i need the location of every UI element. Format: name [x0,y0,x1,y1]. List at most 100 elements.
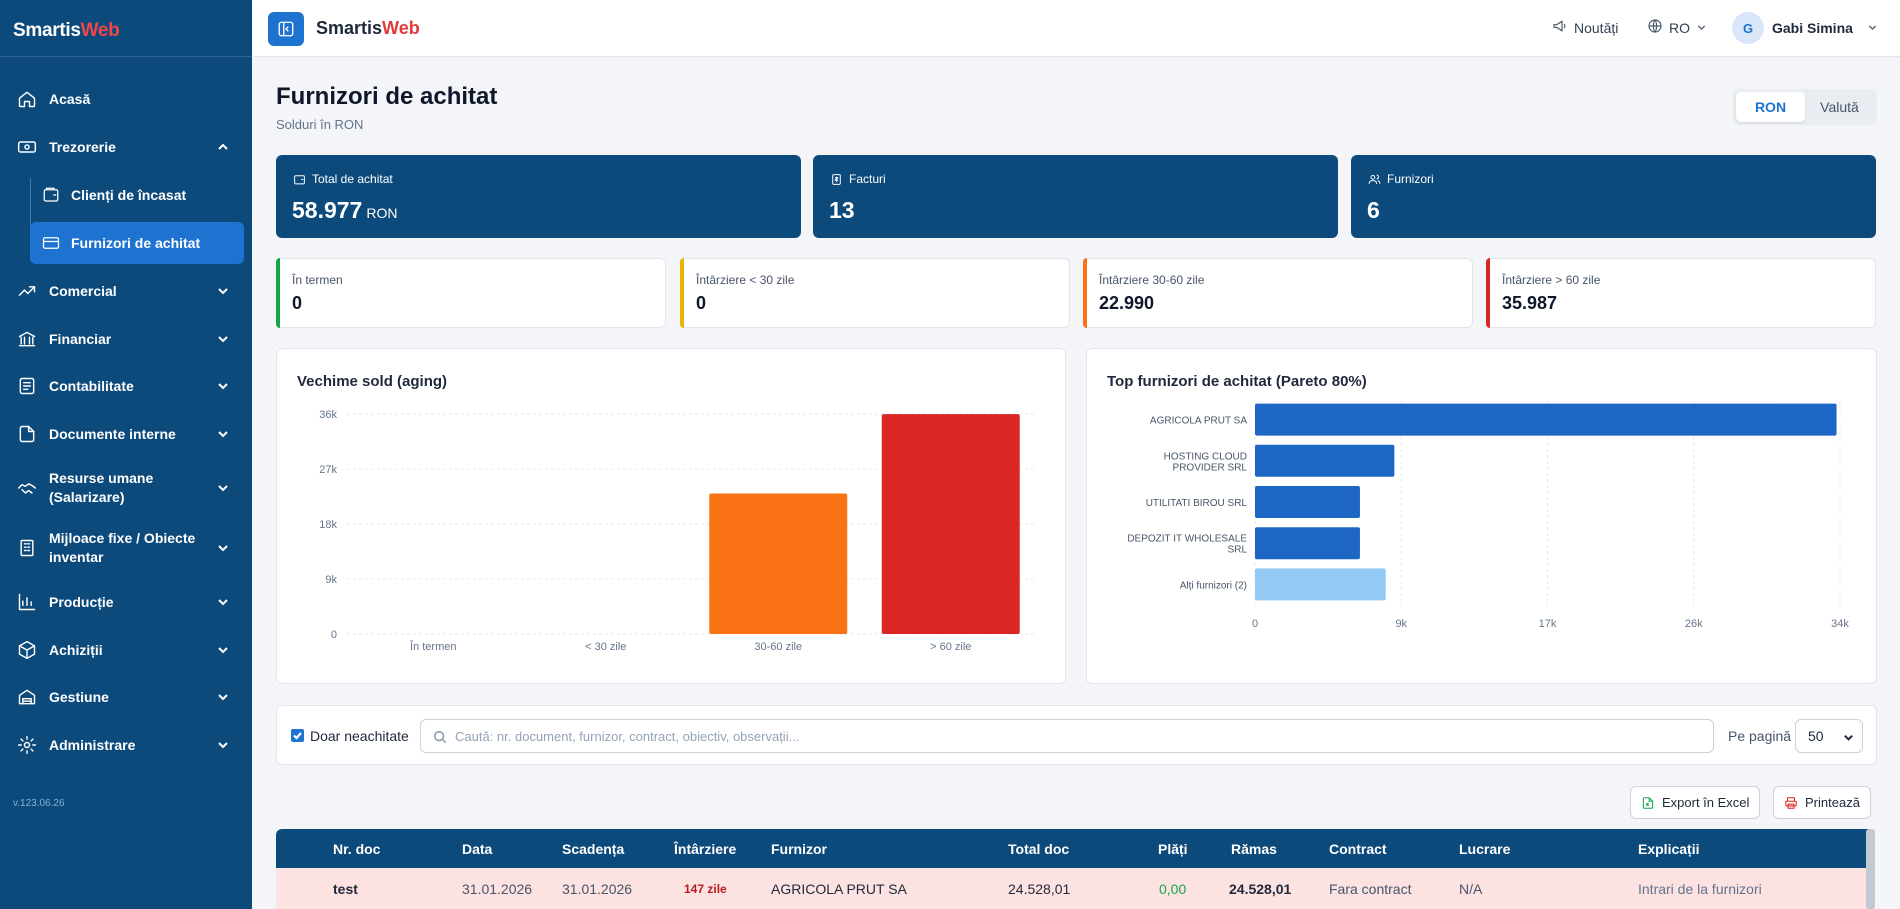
export-excel-button[interactable]: Export în Excel [1630,786,1761,819]
cash-icon [16,136,38,158]
chevron-down-icon [216,690,230,704]
col-lucrare[interactable]: Lucrare [1459,840,1511,857]
chevron-down-icon [1867,20,1878,36]
aging-chart-card: Vechime sold (aging) 0 9k 18k 27k 36k În term… [276,348,1066,684]
export-label: Export în Excel [1662,795,1750,810]
col-plati[interactable]: Plăți [1158,840,1188,857]
sidebar-item-trezorerie[interactable]: Trezorerie [0,129,252,165]
aging-card-sub30: Întârziere < 30 zile 0 [680,258,1070,328]
sidebar-logo[interactable]: SmartisWeb [13,20,120,41]
sidebar-item-label: Contabilitate [49,377,134,394]
only-unpaid-checkbox[interactable] [291,729,304,742]
chevron-down-icon [216,481,230,495]
wallet-icon [294,174,305,184]
aging-label: Întârziere 30-60 zile [1099,273,1205,287]
sidebar-item-achizitii[interactable]: Achiziții [0,632,252,668]
megaphone-icon [1552,18,1568,37]
per-page-select[interactable]: 50 [1795,719,1863,753]
topbar: SmartisWeb Noutăți RO G Gabi Simina [252,0,1900,57]
only-unpaid-label[interactable]: Doar neachitate [310,728,409,744]
bar-1 [1255,403,1837,436]
sidebar-subitem-clienti[interactable]: Clienți de încasat [30,174,244,216]
col-nr-doc[interactable]: Nr. doc [333,840,381,857]
table-row[interactable]: test 31.01.2026 31.01.2026 147 zile AGRI… [276,868,1875,909]
sidebar-item-administrare[interactable]: Administrare [0,727,252,763]
check-icon [293,732,302,740]
y-tick-label: SRL [1228,545,1248,556]
search-input[interactable] [455,720,1695,752]
app-version: v.123.06.26 [13,798,65,809]
col-total-doc[interactable]: Total doc [1008,840,1070,857]
avatar: G [1732,12,1764,44]
y-tick-label: UTILITATI BIROU SRL [1146,498,1248,509]
sidebar-item-financiar[interactable]: Financiar [0,321,252,357]
col-data[interactable]: Data [462,840,493,857]
users-icon [1368,174,1381,184]
sidebar-item-label: Mijloace fixe / Obiecte inventar [49,530,196,565]
aging-card-over60: Întârziere > 60 zile 35.987 [1486,258,1876,328]
sidebar-item-resurse-umane[interactable]: Resurse umane (Salarizare) [0,466,252,510]
handshake-icon [16,477,38,499]
kpi-facturi-card: Facturi 13 [813,155,1338,238]
chart-title: Top furnizori de achitat (Pareto 80%) [1107,373,1367,390]
sidebar-item-acasa[interactable]: Acasă [0,81,252,117]
chevron-down-icon [216,595,230,609]
sidebar-subitem-furnizori[interactable]: Furnizori de achitat [30,222,244,264]
cell-lucrare: N/A [1459,880,1483,897]
col-contract[interactable]: Contract [1329,840,1387,857]
sidebar-item-documente-interne[interactable]: Documente interne [0,416,252,452]
home-icon [16,88,38,110]
chevron-down-icon [216,541,230,555]
bank-icon [16,328,38,350]
news-label: Noutăți [1574,19,1619,36]
sidebar-item-contabilitate[interactable]: Contabilitate [0,368,252,404]
aging-value: 35.987 [1502,293,1558,313]
status-color-bar [1083,258,1087,328]
kpi-value: 6 [1367,197,1380,223]
col-furnizor[interactable]: Furnizor [771,840,827,857]
status-color-bar [680,258,684,328]
print-button[interactable]: Printează [1773,786,1871,819]
currency-valuta-button[interactable]: Valută [1820,99,1859,115]
y-tick-label: 36k [319,409,337,421]
sidebar-subitem-label: Furnizori de achitat [71,235,201,251]
package-icon [16,639,38,661]
cell-contract: Fara contract [1329,880,1412,897]
sidebar-toggle-button[interactable] [268,12,304,46]
kpi-unit: RON [366,205,398,221]
kpi-value: 13 [829,197,855,223]
sidebar-item-gestiune[interactable]: Gestiune [0,679,252,715]
col-scadenta[interactable]: Scadența [562,840,625,857]
cell-intarziere: 147 zile [684,881,727,896]
sidebar-item-productie[interactable]: Producție [0,584,252,620]
app-title: SmartisWeb [316,18,420,38]
bar-4 [1255,527,1360,560]
bar-3 [709,493,848,634]
kpi-label: Total de achitat [312,172,393,186]
y-tick-label: 18k [319,519,337,531]
currency-ron-button[interactable]: RON [1736,92,1805,122]
user-name: Gabi Simina [1772,20,1853,36]
cell-nr-doc: test [333,880,358,897]
x-tick-label: În termen [409,640,456,653]
wallet-icon [42,186,60,204]
sidebar-item-mijloace-fixe[interactable]: Mijloace fixe / Obiecte inventar [0,526,252,570]
sidebar-item-comercial[interactable]: Comercial [0,273,252,309]
language-selector[interactable]: RO [1647,18,1707,37]
aging-label: Întârziere > 60 zile [1502,273,1601,287]
kpi-label: Facturi [849,172,886,186]
user-menu[interactable]: G Gabi Simina [1732,12,1878,44]
bar-4 [881,414,1020,634]
x-tick-label: 30-60 zile [754,641,802,653]
news-button[interactable]: Noutăți [1552,18,1618,37]
y-tick-label: PROVIDER SRL [1173,462,1248,473]
col-ramas[interactable]: Rămas [1231,840,1277,857]
col-intarziere[interactable]: Întârziere [674,840,737,857]
col-explicatii[interactable]: Explicații [1638,840,1700,857]
sidebar-item-label: Producție [49,593,114,610]
table-scrollbar[interactable] [1866,829,1875,909]
sidebar-item-label: Trezorerie [49,138,116,155]
globe-icon [1647,18,1663,37]
x-tick-label: 0 [1252,618,1258,630]
building-icon [16,537,38,559]
